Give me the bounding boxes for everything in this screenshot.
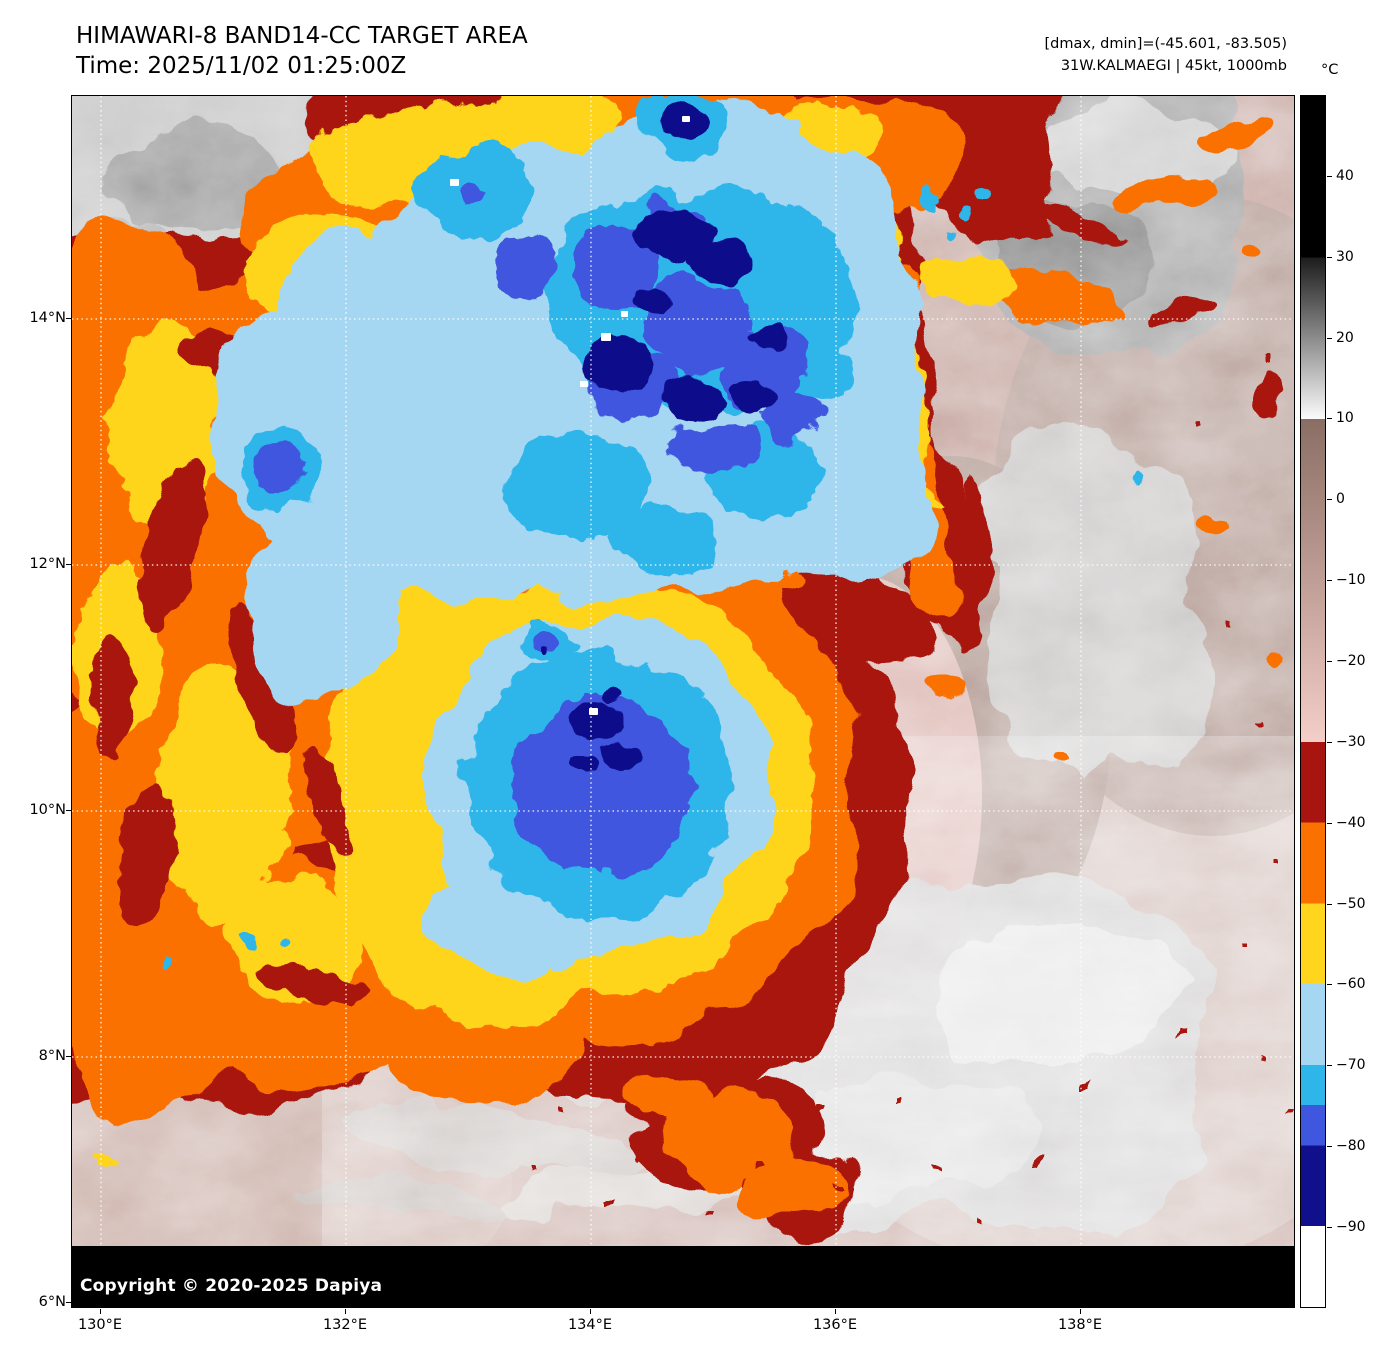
y-tick-label: 8°N (38, 1048, 66, 1064)
y-tick-label: 12°N (29, 556, 66, 572)
axis-tick-mark (1327, 661, 1332, 662)
axis-tick-mark (1327, 338, 1332, 339)
colorbar-tick-label: 30 (1336, 249, 1354, 265)
x-tick-label: 130°E (77, 1317, 123, 1333)
page-title: HIMAWARI-8 BAND14-CC TARGET AREA (76, 23, 528, 49)
y-tick-label: 6°N (38, 1294, 66, 1310)
axis-tick-mark (100, 1309, 101, 1314)
axis-tick-mark (66, 1056, 71, 1057)
graticule (72, 96, 1294, 1246)
y-tick-label: 14°N (29, 310, 66, 326)
axis-tick-mark (835, 1309, 836, 1314)
colorbar-unit-label: °C (1321, 62, 1339, 78)
colorbar-tick-label: −40 (1336, 815, 1366, 831)
colorbar-tick-label: 20 (1336, 330, 1354, 346)
axis-tick-mark (1327, 904, 1332, 905)
colorbar-gradient (1300, 95, 1326, 1308)
axis-tick-mark (1327, 742, 1332, 743)
axis-tick-mark (345, 1309, 346, 1314)
colorbar-tick-label: 40 (1336, 168, 1354, 184)
axis-tick-mark (66, 564, 71, 565)
axis-tick-mark (1327, 1146, 1332, 1147)
colorbar-tick-label: −90 (1336, 1219, 1366, 1235)
copyright-text: Copyright © 2020-2025 Dapiya (80, 1276, 383, 1296)
cloud-layer-navy (541, 105, 790, 774)
colorbar-tick-label: −80 (1336, 1138, 1366, 1154)
x-tick-label: 132°E (322, 1317, 368, 1333)
axis-tick-mark (1327, 418, 1332, 419)
colorbar-tick-label: −20 (1336, 653, 1366, 669)
axis-tick-mark (66, 810, 71, 811)
red-speckle-layer (530, 358, 1288, 1223)
colorbar-tick-label: 0 (1336, 491, 1345, 507)
axis-tick-mark (1327, 1065, 1332, 1066)
x-tick-label: 134°E (567, 1317, 613, 1333)
colorbar-tick-label: −30 (1336, 734, 1366, 750)
x-tick-label: 136°E (812, 1317, 858, 1333)
axis-tick-mark (1327, 580, 1332, 581)
axis-tick-mark (1327, 1227, 1332, 1228)
satellite-map: Copyright © 2020-2025 Dapiya (71, 95, 1295, 1308)
timestamp: Time: 2025/11/02 01:25:00Z (76, 53, 407, 79)
dmax-dmin-readout: [dmax, dmin]=(-45.601, -83.505) (1044, 36, 1288, 52)
colorbar-tick-label: −50 (1336, 896, 1366, 912)
axis-tick-mark (1327, 176, 1332, 177)
x-tick-label: 138°E (1057, 1317, 1103, 1333)
axis-tick-mark (66, 1302, 71, 1303)
colorbar-tick-label: −60 (1336, 976, 1366, 992)
colorbar-tick-label: −10 (1336, 572, 1366, 588)
axis-tick-mark (1327, 823, 1332, 824)
axis-tick-mark (66, 318, 71, 319)
scan-edge-black-strip (72, 1246, 1294, 1307)
coldest-white-specks (450, 116, 690, 715)
axis-tick-mark (1327, 257, 1332, 258)
storm-info: 31W.KALMAEGI | 45kt, 1000mb (1060, 58, 1287, 74)
axis-tick-mark (1080, 1309, 1081, 1314)
y-tick-label: 10°N (29, 802, 66, 818)
satellite-image (72, 96, 1294, 1307)
colorbar-tick-label: 10 (1336, 410, 1354, 426)
axis-tick-mark (1327, 984, 1332, 985)
axis-tick-mark (590, 1309, 591, 1314)
axis-tick-mark (1327, 499, 1332, 500)
colorbar-tick-label: −70 (1336, 1057, 1366, 1073)
